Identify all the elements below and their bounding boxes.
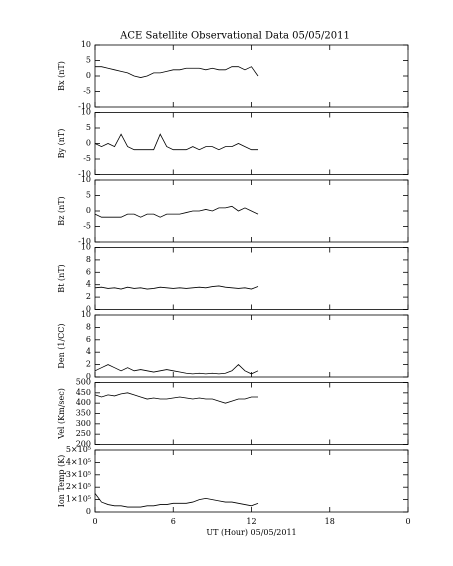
y-tick-label: 1×10⁵: [66, 495, 91, 504]
y-tick-label: 8: [86, 322, 91, 331]
y-tick-label: 10: [81, 175, 91, 184]
y-tick-label: 8: [86, 255, 91, 264]
y-tick-label: 2: [86, 360, 91, 369]
y-tick-label: 4×10⁵: [66, 457, 91, 466]
y-axis-label: Bt (nT): [57, 264, 66, 292]
y-tick-label: 5×10⁵: [66, 445, 91, 454]
y-tick-label: 0: [86, 305, 91, 314]
y-tick-label: 2: [86, 292, 91, 301]
y-tick-label: 5: [86, 123, 91, 132]
y-axis-label: Bz (nT): [57, 196, 66, 225]
panel-frame: [94, 247, 409, 310]
y-tick-label: 5: [86, 56, 91, 65]
series-line: [94, 364, 259, 375]
y-tick-label: 10: [81, 243, 91, 252]
y-tick-label: 500: [76, 378, 91, 387]
y-tick-label: -5: [83, 154, 91, 163]
series-line: [94, 205, 259, 218]
panel-frame: [94, 382, 409, 445]
y-tick-label: 3×10⁵: [66, 470, 91, 479]
y-tick-label: 300: [76, 419, 91, 428]
y-tick-label: 10: [81, 40, 91, 49]
y-tick-label: 400: [76, 398, 91, 407]
y-tick-label: 250: [76, 429, 91, 438]
y-tick-label: 10: [81, 108, 91, 117]
x-tick-label: 6: [171, 517, 176, 526]
panel-frame: [94, 314, 409, 378]
y-axis-label: By (nT): [57, 129, 66, 159]
y-tick-label: 2×10⁵: [66, 482, 91, 491]
x-tick-label: 18: [325, 517, 335, 526]
x-tick-label: 0: [405, 517, 410, 526]
y-axis-label: Ion Temp (K): [57, 455, 66, 508]
series-line: [94, 392, 259, 404]
y-tick-label: -10: [78, 102, 91, 111]
x-axis-label: UT (Hour) 05/05/2011: [206, 528, 296, 537]
y-tick-label: -5: [83, 87, 91, 96]
y-tick-label: 0: [86, 206, 91, 215]
y-tick-label: 0: [86, 139, 91, 148]
y-axis-label: Vel (Km/sec): [57, 388, 66, 440]
x-tick-label: 12: [246, 517, 256, 526]
y-tick-label: 0: [86, 71, 91, 80]
y-axis-label: Den (1/CC): [57, 323, 66, 368]
y-tick-label: 10: [81, 310, 91, 319]
y-tick-label: 6: [86, 267, 91, 276]
y-tick-label: 450: [76, 388, 91, 397]
chart-title: ACE Satellite Observational Data 05/05/2…: [119, 31, 350, 42]
panel-frame: [94, 44, 409, 108]
y-tick-label: 5: [86, 191, 91, 200]
series-line: [94, 285, 259, 290]
y-tick-label: 4: [86, 280, 91, 289]
y-tick-label: 350: [76, 409, 91, 418]
y-tick-label: 0: [86, 507, 91, 516]
y-tick-label: 4: [86, 347, 91, 356]
panel-frame: [94, 112, 409, 175]
y-tick-label: -5: [83, 222, 91, 231]
y-tick-label: 0: [86, 372, 91, 381]
series-line: [94, 493, 259, 508]
panel-frame: [94, 449, 409, 513]
y-tick-label: -10: [78, 170, 91, 179]
y-tick-label: -10: [78, 237, 91, 246]
series-line: [95, 66, 259, 78]
y-axis-label: Bx (nT): [57, 61, 66, 91]
series-line: [94, 133, 259, 151]
y-tick-label: 6: [86, 335, 91, 344]
y-tick-label: 200: [76, 440, 91, 449]
x-tick-label: 0: [92, 517, 97, 526]
